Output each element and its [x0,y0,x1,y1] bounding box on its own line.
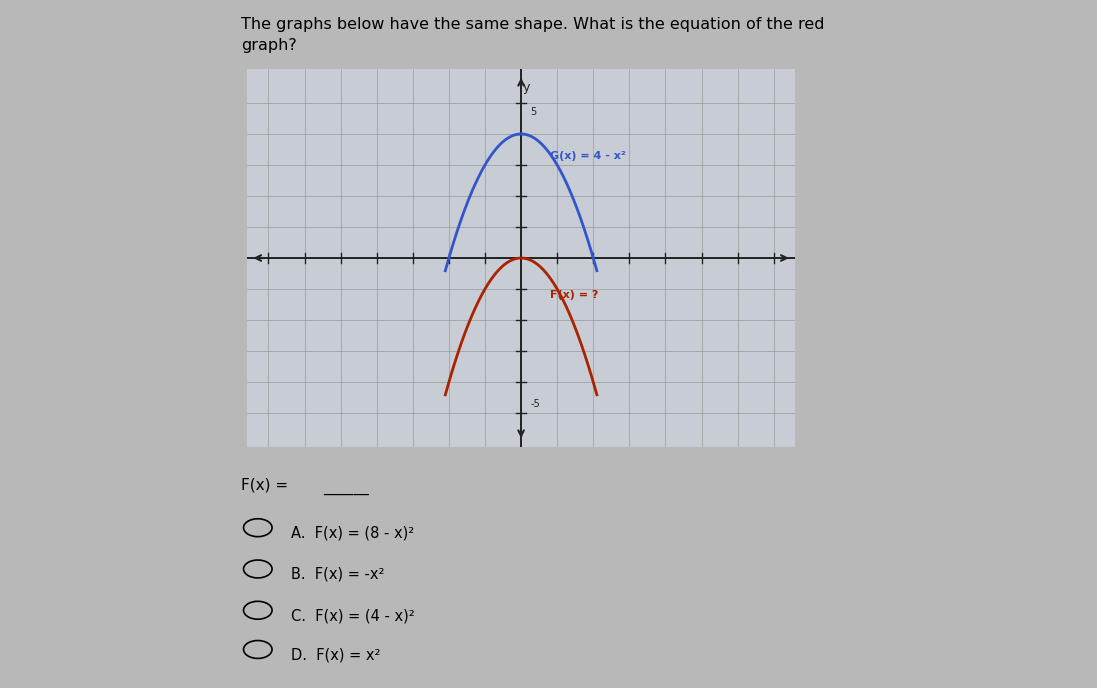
Text: B.  F(x) = -x²: B. F(x) = -x² [291,567,384,582]
Text: F(x) = ?: F(x) = ? [550,290,598,301]
Text: y: y [523,80,530,94]
Text: ______: ______ [324,480,370,495]
Text: G(x) = 4 - x²: G(x) = 4 - x² [550,151,625,161]
Text: C.  F(x) = (4 - x)²: C. F(x) = (4 - x)² [291,608,415,623]
Text: F(x) =: F(x) = [241,477,293,493]
Text: -5: -5 [530,399,540,409]
Text: 5: 5 [530,107,536,117]
Text: A.  F(x) = (8 - x)²: A. F(x) = (8 - x)² [291,526,414,541]
Text: graph?: graph? [241,38,297,53]
Text: D.  F(x) = x²: D. F(x) = x² [291,647,381,663]
Text: The graphs below have the same shape. What is the equation of the red: The graphs below have the same shape. Wh… [241,17,825,32]
